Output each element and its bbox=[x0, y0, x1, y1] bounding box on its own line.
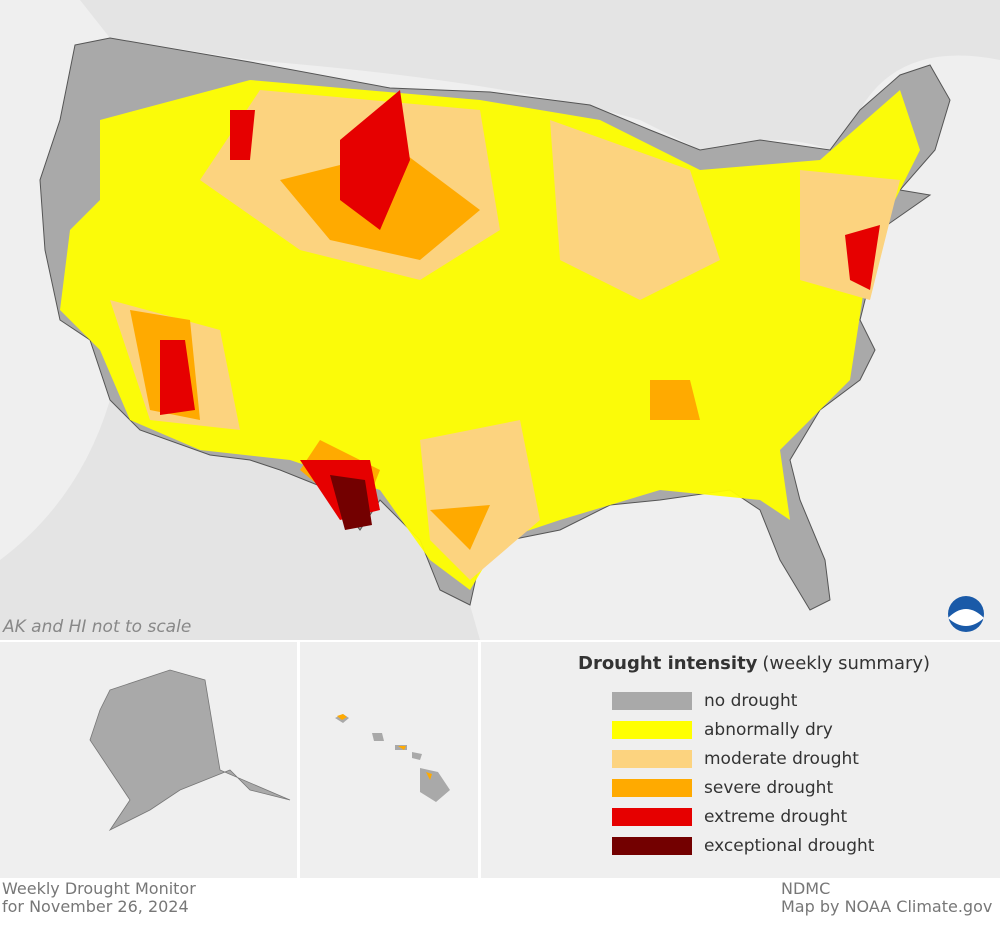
exceptional-area bbox=[330, 475, 372, 530]
footer-right: NDMC Map by NOAA Climate.gov bbox=[781, 880, 992, 916]
legend-subtitle: (weekly summary) bbox=[762, 653, 930, 674]
hawaii-panel bbox=[300, 642, 478, 878]
legend-label: abnormally dry bbox=[704, 720, 833, 740]
legend-label: exceptional drought bbox=[704, 836, 875, 856]
alaska bbox=[89, 669, 291, 832]
footer-left: Weekly Drought Monitor for November 26, … bbox=[2, 880, 196, 916]
legend-panel bbox=[481, 642, 1000, 878]
map: AK and HI not to scale Drought intensity… bbox=[0, 0, 1000, 878]
legend-label: moderate drought bbox=[704, 749, 859, 769]
mexico bbox=[0, 400, 480, 640]
hawaii bbox=[335, 714, 450, 802]
footer-line: Map by NOAA Climate.gov bbox=[781, 897, 993, 916]
legend-title: Drought intensity (weekly summary) bbox=[578, 653, 930, 674]
legend-swatch bbox=[612, 779, 692, 797]
scale-note: AK and HI not to scale bbox=[2, 617, 191, 637]
legend-swatch bbox=[612, 692, 692, 710]
legend-title-text: Drought intensity bbox=[578, 653, 758, 674]
legend-swatch bbox=[612, 837, 692, 855]
legend-swatch bbox=[612, 721, 692, 739]
legend-swatch bbox=[612, 808, 692, 826]
footer-line: for November 26, 2024 bbox=[2, 897, 189, 916]
noaa-logo-wave bbox=[948, 609, 984, 626]
footer-line: NDMC bbox=[781, 879, 831, 898]
canada bbox=[0, 0, 1000, 150]
footer-line: Weekly Drought Monitor bbox=[2, 879, 196, 898]
legend-label: no drought bbox=[704, 691, 798, 711]
legend-label: extreme drought bbox=[704, 807, 848, 827]
legend-label: severe drought bbox=[704, 778, 833, 798]
extreme-area bbox=[160, 90, 880, 520]
legend: no drought abnormally dry moderate drought… bbox=[612, 691, 875, 856]
severe-area bbox=[130, 150, 700, 550]
legend-swatch bbox=[612, 750, 692, 768]
